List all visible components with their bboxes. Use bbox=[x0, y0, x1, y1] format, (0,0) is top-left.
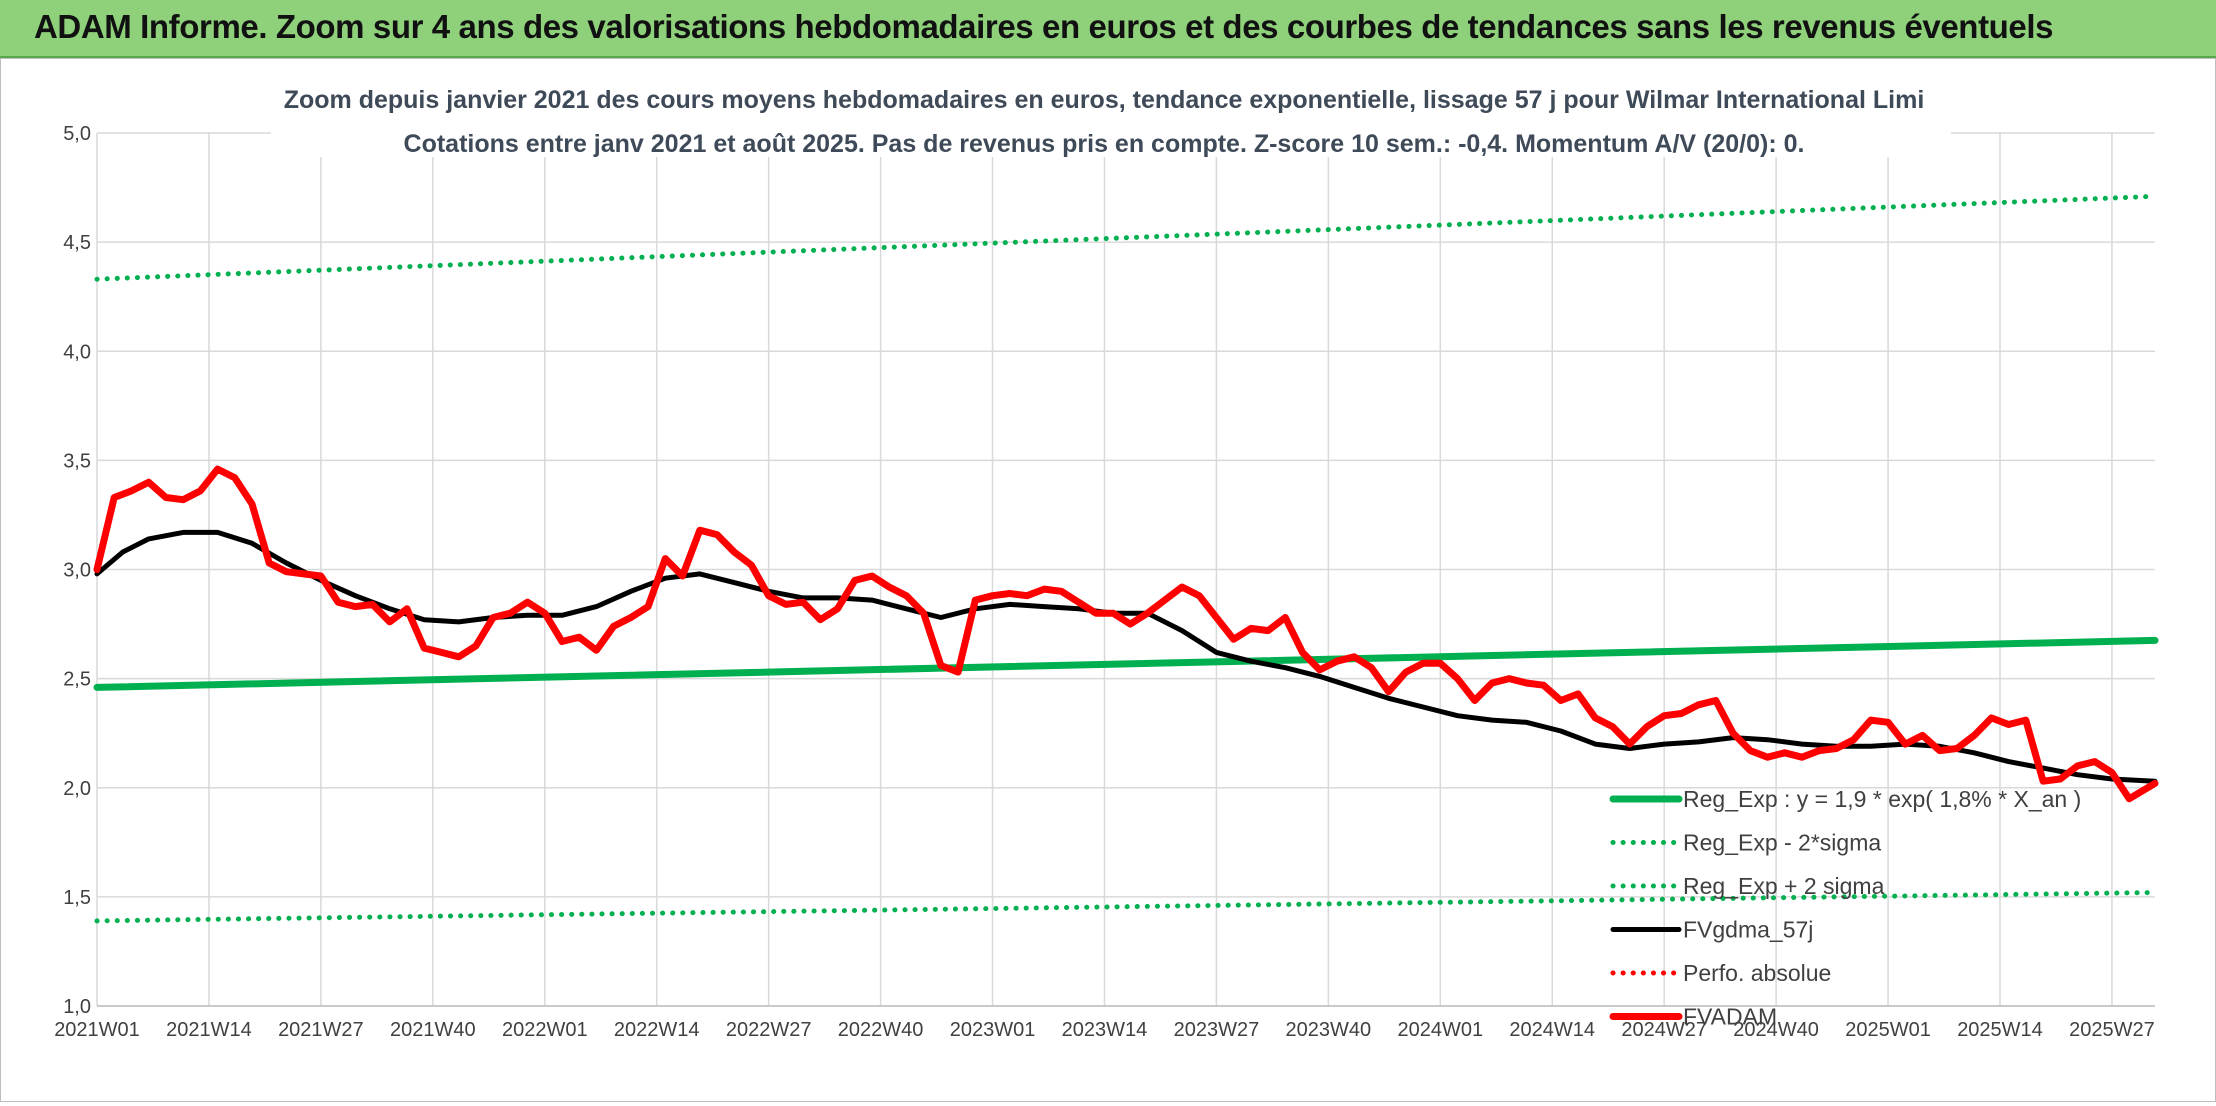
chart-series bbox=[93, 193, 2159, 924]
y-tick-label: 4,0 bbox=[63, 341, 91, 363]
series-line-5 bbox=[93, 465, 2159, 803]
x-tick-label: 2022W40 bbox=[838, 1019, 924, 1041]
title-backdrop bbox=[271, 77, 1951, 157]
legend-label: Perfo. absolue bbox=[1683, 960, 1831, 986]
x-tick-label: 2024W01 bbox=[1397, 1019, 1483, 1041]
x-tick-label: 2025W14 bbox=[1957, 1019, 2043, 1041]
x-tick-label: 2025W27 bbox=[2069, 1019, 2155, 1041]
x-tick-label: 2025W01 bbox=[1845, 1019, 1931, 1041]
chart-legend: Reg_Exp : y = 1,9 * exp( 1,8% * X_an ) Re… bbox=[1609, 786, 2081, 1030]
chart-title: Zoom depuis janvier 2021 des cours moyen… bbox=[284, 86, 1925, 114]
x-tick-label: 2021W27 bbox=[278, 1019, 364, 1041]
y-tick-label: 1,5 bbox=[63, 887, 91, 909]
y-tick-label: 5,0 bbox=[63, 123, 91, 145]
y-tick-label: 3,5 bbox=[63, 450, 91, 472]
x-tick-label: 2024W14 bbox=[1509, 1019, 1595, 1041]
chart-subtitle: Cotations entre janv 2021 et août 2025. … bbox=[404, 130, 1805, 158]
x-tick-label: 2024W27 bbox=[1621, 1019, 1707, 1041]
x-tick-label: 2023W27 bbox=[1174, 1019, 1260, 1041]
y-axis: 1,0 1,5 2,0 2,5 3,0 3,5 4,0 4,5 5,0 bbox=[63, 123, 91, 1018]
series-line-0 bbox=[93, 636, 2159, 691]
legend-label: FVgdma_57j bbox=[1683, 917, 1813, 943]
x-tick-label: 2023W40 bbox=[1286, 1019, 1372, 1041]
series-line-1 bbox=[94, 890, 2158, 924]
price-chart: 1,01,52,02,53,03,54,04,55,0 2021W01 2021W… bbox=[54, 77, 2159, 1041]
y-tick-label: 3,0 bbox=[63, 560, 91, 582]
x-tick-label: 2022W14 bbox=[614, 1019, 700, 1041]
y-tick-label: 4,5 bbox=[63, 232, 91, 254]
y-tick-label: 2,5 bbox=[63, 669, 91, 691]
x-tick-label: 2021W01 bbox=[54, 1019, 140, 1041]
chart-frame: 1,0 1,5 2,0 2,5 3,0 3,5 4,0 4,5 5,0 2021W01 2021W… bbox=[0, 58, 2216, 1102]
x-tick-label: 2021W40 bbox=[390, 1019, 476, 1041]
legend-label: Reg_Exp : y = 1,9 * exp( 1,8% * X_an ) bbox=[1683, 786, 2081, 812]
x-tick-label: 2022W27 bbox=[726, 1019, 812, 1041]
page-title: ADAM Informe. Zoom sur 4 ans des valoris… bbox=[34, 8, 2054, 45]
x-tick-label: 2024W40 bbox=[1733, 1019, 1819, 1041]
x-tick-label: 2023W01 bbox=[950, 1019, 1036, 1041]
legend-label: Reg_Exp + 2 sigma bbox=[1683, 873, 1885, 899]
header-banner: ADAM Informe. Zoom sur 4 ans des valoris… bbox=[0, 0, 2216, 59]
x-tick-label: 2021W14 bbox=[166, 1019, 252, 1041]
legend-label: Reg_Exp - 2*sigma bbox=[1683, 830, 1881, 856]
legend-label: FVADAM bbox=[1683, 1004, 1777, 1030]
series-line-2 bbox=[94, 193, 2158, 282]
y-tick-label: 2,0 bbox=[63, 778, 91, 800]
chart-titles: Zoom depuis janvier 2021 des cours moyen… bbox=[271, 77, 1951, 158]
x-axis: 2021W01 2021W14 2021W27 2021W40 2022W01 2022W… bbox=[54, 1005, 2155, 1041]
x-tick-label: 2022W01 bbox=[502, 1019, 588, 1041]
x-tick-label: 2023W14 bbox=[1062, 1019, 1148, 1041]
chart-grid bbox=[96, 132, 2155, 1007]
y-tick-label: 1,0 bbox=[63, 996, 91, 1018]
